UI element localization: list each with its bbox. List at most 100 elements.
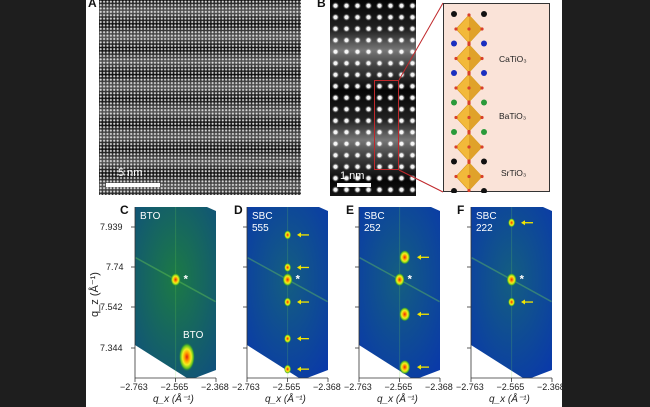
substrate-peak	[506, 273, 517, 287]
rsm-panel-f: * SBC 222	[467, 207, 553, 382]
x-tick-label: −2.763	[456, 382, 484, 392]
panel-label-f: F	[457, 203, 465, 217]
substrate-peak	[394, 273, 405, 287]
scale-bar-a	[106, 183, 160, 187]
a-site-atom	[481, 158, 487, 165]
highlight-box	[374, 80, 399, 170]
a-site-atom	[451, 158, 457, 165]
arrow-head-icon	[297, 232, 301, 238]
oxygen-atom	[467, 145, 471, 149]
star-marker: *	[408, 274, 413, 286]
oxygen-atom	[480, 56, 484, 61]
star-marker: *	[296, 274, 301, 286]
a-site-atom	[481, 11, 487, 17]
x-tick-label: −2.368	[313, 382, 341, 392]
diffraction-peak	[284, 230, 292, 240]
diffraction-peak	[284, 334, 292, 344]
rsm-panel-c: * BTO BTO	[131, 207, 217, 382]
map-background	[359, 207, 440, 378]
map-background	[135, 207, 216, 378]
x-tick-label: −2.368	[537, 382, 565, 392]
y-tick-label: 7.542	[100, 302, 123, 312]
oxygen-atom	[454, 145, 458, 149]
arrow-head-icon	[417, 311, 421, 317]
arrow-head-icon	[297, 264, 301, 270]
oxygen-atom	[454, 56, 458, 61]
oxygen-atom	[467, 27, 471, 31]
map-background	[247, 207, 328, 378]
oxygen-atom	[454, 174, 458, 179]
substrate-peak	[170, 273, 181, 287]
arrow-head-icon	[417, 364, 421, 370]
x-tick-label: −2.565	[160, 382, 189, 392]
x-tick-label: −2.368	[425, 382, 453, 392]
panel-tag: SBC 222	[476, 211, 497, 234]
oxygen-atom	[454, 27, 458, 31]
diffraction-peak	[508, 218, 516, 228]
scale-text-b: 1 nm	[340, 170, 365, 182]
y-tick-label: 7.74	[106, 262, 124, 272]
x-axis-label: q_x (Å⁻¹)	[489, 394, 530, 405]
a-site-atom	[451, 40, 457, 47]
a-site-atom	[451, 129, 457, 135]
arrow-head-icon	[297, 366, 301, 372]
panel-tag: SBC 252	[364, 211, 385, 234]
x-tick-label: −2.565	[272, 382, 301, 392]
x-tick-label: −2.565	[384, 382, 413, 392]
oxygen-atom	[467, 174, 471, 179]
panel-tag: BTO	[140, 211, 161, 222]
oxygen-atom	[480, 174, 484, 179]
panel-label-a: A	[88, 0, 97, 10]
y-tick-label: 7.939	[100, 222, 123, 232]
octahedron-face	[469, 103, 482, 132]
structure-inset: CaTiO₃ BaTiO₃ SrTiO₃	[443, 3, 550, 194]
x-axis-label: q_x (Å⁻¹)	[265, 394, 306, 405]
a-site-atom	[451, 99, 457, 106]
panel-label-b: B	[317, 0, 326, 10]
scale-bar-b	[337, 183, 371, 187]
diffraction-peak	[284, 364, 292, 374]
map-background	[471, 207, 552, 378]
arrow-head-icon	[521, 220, 525, 226]
oxygen-atom	[480, 86, 484, 90]
oxygen-atom	[467, 13, 471, 17]
oxygen-atom	[467, 42, 471, 47]
oxygen-atom	[480, 27, 484, 31]
octahedron-face	[469, 15, 482, 43]
rsm-panel-e: * SBC 252	[355, 207, 441, 382]
arrow-head-icon	[417, 254, 421, 260]
arrow-head-icon	[297, 299, 301, 305]
oxygen-atom	[454, 115, 458, 120]
a-site-atom	[481, 40, 487, 47]
oxygen-atom	[467, 160, 471, 165]
a-site-atom	[451, 188, 457, 194]
scale-text-a: 5 nm	[118, 167, 143, 179]
a-site-atom	[481, 70, 487, 76]
oxygen-atom	[467, 86, 471, 90]
octahedron-face	[469, 133, 482, 161]
rsm-panel-d: * SBC 555	[243, 207, 329, 382]
diffraction-peak	[399, 359, 411, 375]
layer-label-catio3: CaTiO₃	[499, 54, 527, 64]
oxygen-atom	[467, 188, 471, 193]
star-marker: *	[184, 274, 189, 286]
arrow-head-icon	[297, 336, 301, 342]
perovskite-structure	[451, 11, 487, 194]
octahedron-face	[469, 44, 482, 73]
x-axis-label: q_x (Å⁻¹)	[377, 394, 418, 405]
oxygen-atom	[467, 115, 471, 120]
x-tick-label: −2.763	[232, 382, 260, 392]
a-site-atom	[481, 99, 487, 106]
x-axis-label: q_x (Å⁻¹)	[153, 394, 194, 405]
octahedron-face	[469, 74, 482, 102]
a-site-atom	[451, 70, 457, 76]
diffraction-peak	[178, 342, 195, 372]
oxygen-atom	[467, 131, 471, 135]
y-axis-label: q_z (Å⁻¹)	[88, 272, 101, 317]
layer-label-batio3: BaTiO₃	[499, 111, 527, 121]
stem-image-b: 1 nm	[330, 0, 416, 196]
panel-label-d: D	[234, 203, 243, 217]
octahedron-face	[469, 162, 482, 191]
oxygen-atom	[467, 72, 471, 76]
